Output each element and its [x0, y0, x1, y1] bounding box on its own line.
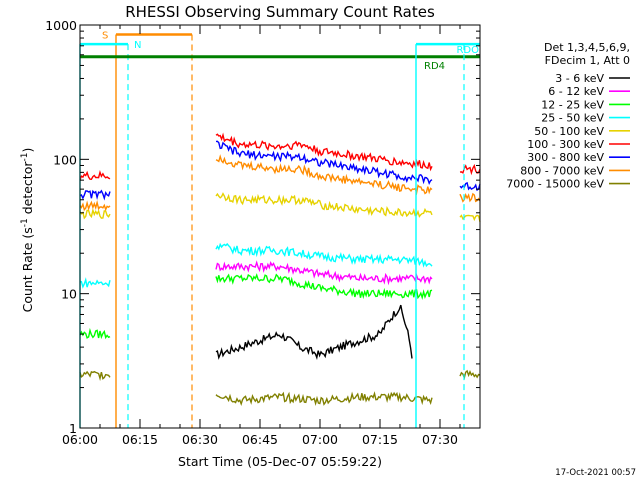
- x-tick-label-0: 06:00: [62, 432, 98, 447]
- series-6-segment-2: [459, 181, 481, 192]
- legend: Det 1,3,4,5,6,9, FDecim 1, Att 0 3 - 6 k…: [506, 41, 630, 191]
- legend-entry-6: 300 - 800 keV: [527, 151, 630, 164]
- series-6: [79, 140, 481, 201]
- chart-title: RHESSI Observing Summary Count Rates: [125, 3, 435, 21]
- x-tick-label-2: 06:30: [182, 432, 218, 447]
- legend-header-line-2: FDecim 1, Att 0: [545, 54, 630, 67]
- series-8-segment-1: [215, 391, 433, 407]
- series-7-segment-1: [215, 154, 433, 196]
- legend-label-8: 7000 - 15000 keV: [506, 178, 604, 191]
- series-2-segment-1: [215, 273, 433, 301]
- legend-label-2: 12 - 25 keV: [541, 98, 604, 111]
- legend-entry-2: 12 - 25 keV: [541, 98, 630, 111]
- marker-label-1: N: [134, 40, 141, 51]
- series-0-segment-0: [215, 304, 413, 360]
- series-7: [79, 154, 481, 212]
- legend-label-0: 3 - 6 keV: [555, 72, 604, 85]
- footer-timestamp: 17-Oct-2021 00:57: [555, 468, 636, 478]
- y-tick-label-0: 1: [69, 421, 77, 436]
- legend-header-line-1: Det 1,3,4,5,6,9,: [544, 41, 630, 54]
- plot-data: [79, 132, 481, 407]
- series-1: [215, 260, 433, 286]
- legend-label-5: 100 - 300 keV: [527, 138, 604, 151]
- legend-entry-4: 50 - 100 keV: [534, 125, 630, 138]
- series-3-segment-0: [79, 277, 111, 289]
- legend-label-6: 300 - 800 keV: [527, 151, 604, 164]
- marker-label-2: RD4: [424, 61, 445, 72]
- x-axis-label: Start Time (05-Dec-07 05:59:22): [178, 454, 382, 469]
- x-tick-label-4: 07:00: [302, 432, 338, 447]
- series-6-segment-0: [79, 189, 111, 201]
- legend-label-4: 50 - 100 keV: [534, 125, 604, 138]
- legend-label-1: 6 - 12 keV: [548, 85, 604, 98]
- series-4: [79, 192, 481, 223]
- series-2: [79, 273, 433, 340]
- series-4-segment-1: [215, 192, 433, 218]
- marker-label-0: S: [102, 30, 108, 41]
- y-tick-label-2: 100: [53, 152, 77, 167]
- series-8: [79, 369, 481, 407]
- y-axis-label: Count Rate (s-1 detector-1): [20, 148, 35, 313]
- x-tick-label-1: 06:15: [122, 432, 158, 447]
- legend-label-3: 25 - 50 keV: [541, 112, 604, 125]
- series-0: [215, 304, 413, 360]
- series-5-segment-1: [215, 132, 433, 172]
- series-5-segment-0: [79, 170, 111, 181]
- y-tick-label-1: 10: [61, 287, 77, 302]
- series-1-segment-0: [215, 260, 433, 286]
- series-7-segment-2: [459, 192, 481, 203]
- axis-ticks: 06:00 06:15 06:30 06:45 07:00 07:15 07:30 1 10 10…: [45, 18, 481, 447]
- series-2-segment-0: [79, 327, 111, 340]
- legend-entry-8: 7000 - 15000 keV: [506, 178, 630, 191]
- series-3: [79, 242, 433, 289]
- x-tick-label-6: 07:30: [422, 432, 458, 447]
- series-8-segment-2: [459, 369, 481, 381]
- legend-label-7: 800 - 7000 keV: [520, 164, 604, 177]
- legend-entry-0: 3 - 6 keV: [555, 72, 630, 85]
- legend-entry-1: 6 - 12 keV: [548, 85, 630, 98]
- x-tick-label-3: 06:45: [242, 432, 278, 447]
- plot-frame: [79, 24, 481, 429]
- y-tick-label-3: 1000: [45, 18, 77, 33]
- x-tick-label-5: 07:15: [362, 432, 398, 447]
- legend-entry-3: 25 - 50 keV: [541, 112, 630, 125]
- series-6-segment-1: [215, 140, 433, 185]
- marker-label-3: RDO: [456, 45, 479, 56]
- legend-entry-5: 100 - 300 keV: [527, 138, 630, 151]
- series-4-segment-0: [79, 207, 111, 220]
- series-4-segment-2: [459, 214, 481, 223]
- series-8-segment-0: [79, 370, 111, 382]
- plot-markers: S N RD4 RDO: [79, 30, 480, 428]
- series-7-segment-0: [79, 199, 111, 212]
- series-5: [79, 132, 481, 181]
- legend-entry-7: 800 - 7000 keV: [520, 164, 630, 177]
- series-3-segment-1: [215, 242, 433, 268]
